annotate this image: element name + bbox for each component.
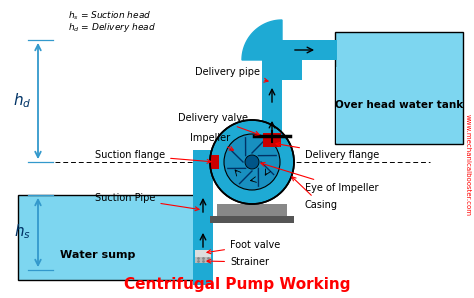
Text: Impeller: Impeller <box>190 133 233 150</box>
Text: Suction flange: Suction flange <box>95 150 211 163</box>
Bar <box>193 150 213 285</box>
Text: $h_d$ = Delivery head: $h_d$ = Delivery head <box>68 21 156 34</box>
Text: $h_s$ = Suction head: $h_s$ = Suction head <box>68 9 152 21</box>
Bar <box>262 40 302 80</box>
Text: www.mechanicalbooster.com: www.mechanicalbooster.com <box>465 114 471 216</box>
Text: Over head water tank: Over head water tank <box>335 100 463 110</box>
Text: Delivery flange: Delivery flange <box>276 142 379 160</box>
Bar <box>262 40 337 60</box>
Bar <box>195 250 211 257</box>
Bar <box>335 32 463 144</box>
Circle shape <box>245 155 259 169</box>
Text: Casing: Casing <box>292 177 338 210</box>
Bar <box>263 140 281 147</box>
Text: $h_s$: $h_s$ <box>14 223 30 241</box>
Text: Foot valve: Foot valve <box>207 240 280 254</box>
Bar <box>263 133 281 140</box>
Bar <box>217 204 287 216</box>
Text: Water sump: Water sump <box>60 250 136 260</box>
Bar <box>210 216 294 223</box>
Bar <box>262 40 282 162</box>
Text: Centrifugal Pump Working: Centrifugal Pump Working <box>124 277 350 292</box>
Circle shape <box>210 120 294 204</box>
Polygon shape <box>242 20 282 60</box>
Bar <box>195 257 211 263</box>
Bar <box>336 67 462 143</box>
Text: Suction Pipe: Suction Pipe <box>95 193 199 211</box>
Bar <box>18 195 208 280</box>
Text: Strainer: Strainer <box>207 257 269 267</box>
Text: Delivery valve: Delivery valve <box>178 113 259 135</box>
Bar <box>262 40 337 60</box>
Text: Eye of Impeller: Eye of Impeller <box>261 162 379 193</box>
Circle shape <box>224 134 280 190</box>
Bar <box>262 40 282 60</box>
Text: Delivery pipe: Delivery pipe <box>195 67 268 82</box>
Text: $h_d$: $h_d$ <box>13 92 31 110</box>
Bar <box>211 155 219 169</box>
